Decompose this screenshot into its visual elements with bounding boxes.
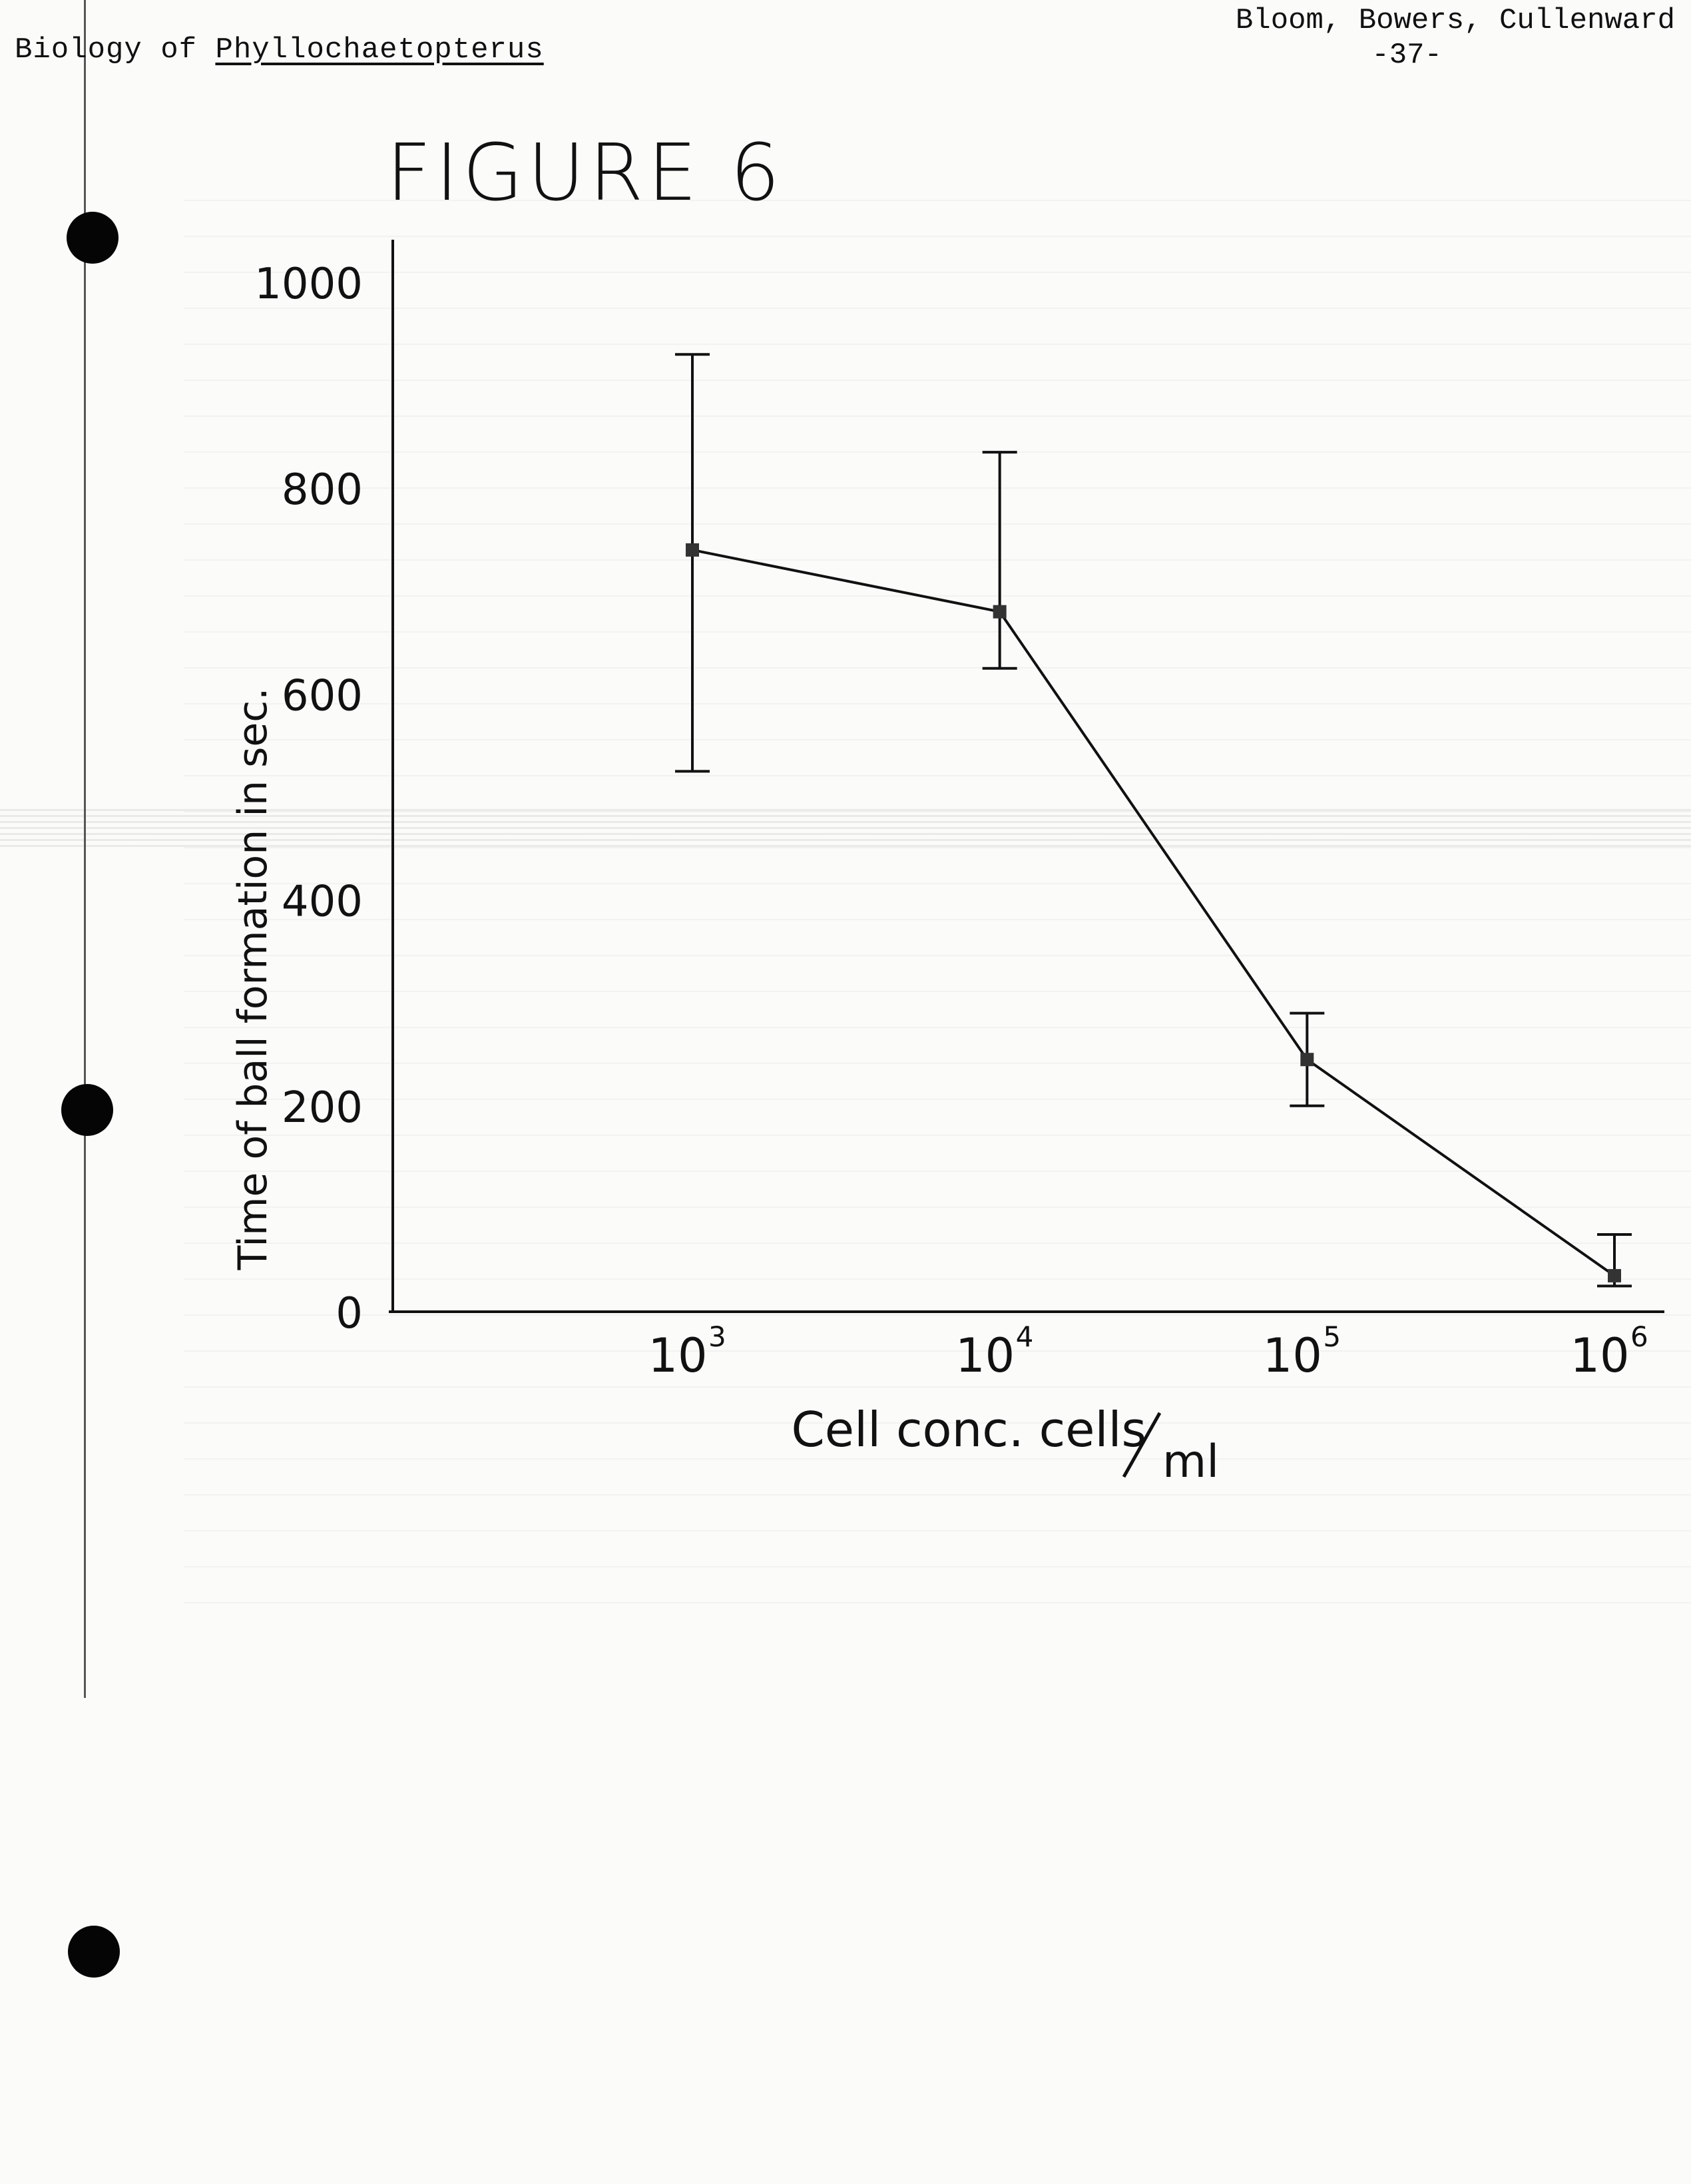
y-tick-labels: 0 200 400 600 800 1000 — [254, 260, 363, 1338]
data-points — [686, 543, 1621, 1282]
running-header-right: Bloom, Bowers, Cullenward -37- — [1235, 4, 1675, 72]
error-bar-0 — [675, 353, 710, 773]
y-axis-label: Time of ball formation in sec. — [230, 688, 276, 1271]
x-tick-exponent-3: 6 — [1630, 1320, 1648, 1353]
y-tick-label-5: 1000 — [254, 260, 363, 309]
error-bars — [675, 353, 1632, 1288]
series-line — [692, 548, 1616, 1277]
x-tick-exponent-1: 4 — [1016, 1320, 1034, 1353]
x-tick-labels: 10 3 10 4 10 5 10 6 — [648, 1320, 1648, 1383]
x-axis-label-main: Cell conc. cells — [792, 1402, 1147, 1458]
x-tick-exponent-2: 5 — [1323, 1320, 1341, 1353]
y-tick-label-0: 0 — [336, 1289, 363, 1338]
header-prefix: Biology of — [15, 33, 216, 67]
y-tick-label-1: 200 — [282, 1083, 363, 1133]
running-header-left: Biology of Phyllochaetopterus — [15, 33, 544, 67]
header-species-title: Phyllochaetopterus — [215, 33, 544, 67]
margin-line — [84, 0, 86, 1698]
graph-paper-background — [184, 200, 1691, 1611]
binder-hole-top — [67, 212, 119, 264]
x-axis-label-slash — [1122, 1412, 1162, 1478]
error-bar-1 — [982, 451, 1017, 670]
data-point-1 — [993, 605, 1007, 619]
figure-title: FIGURE 6 — [386, 127, 784, 218]
x-tick-label-2: 10 — [1263, 1328, 1322, 1383]
y-tick-label-2: 400 — [282, 878, 363, 927]
header-authors: Bloom, Bowers, Cullenward — [1235, 4, 1675, 37]
x-axis-label: Cell conc. cells ml — [792, 1402, 1220, 1488]
x-tick-label-3: 10 — [1570, 1328, 1629, 1383]
x-tick-exponent-0: 3 — [708, 1320, 726, 1353]
y-tick-label-4: 800 — [282, 465, 363, 515]
scan-artifact-band — [0, 809, 1691, 849]
page-number: -37- — [1371, 39, 1442, 72]
chart-axes — [389, 240, 1664, 1313]
y-tick-label-3: 600 — [282, 671, 363, 720]
binder-hole-middle — [61, 1084, 113, 1136]
data-point-0 — [686, 543, 699, 557]
x-axis-label-unit: ml — [1162, 1436, 1219, 1488]
x-tick-label-0: 10 — [648, 1328, 707, 1383]
x-tick-label-1: 10 — [955, 1328, 1015, 1383]
data-point-3 — [1608, 1268, 1621, 1282]
binder-hole-bottom — [68, 1926, 120, 1978]
data-point-2 — [1300, 1053, 1314, 1067]
